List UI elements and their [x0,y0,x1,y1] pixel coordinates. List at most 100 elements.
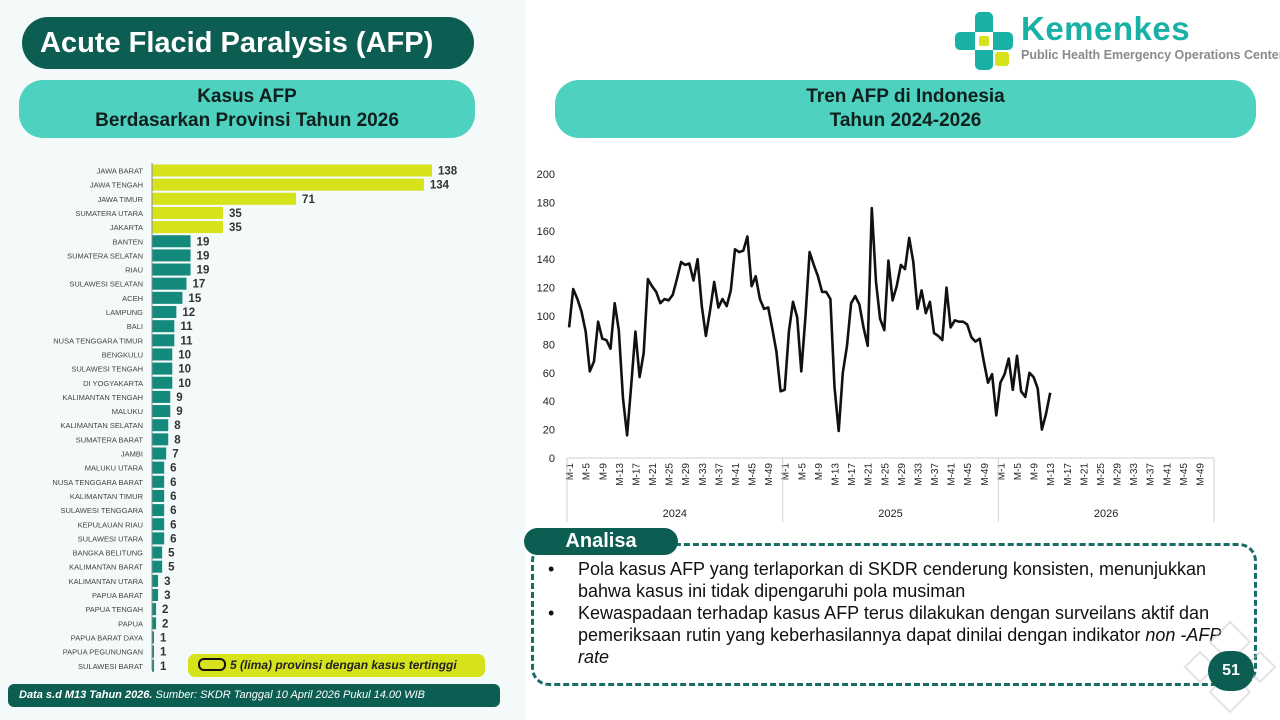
bar-category-label: MALUKU [112,407,143,416]
bar-value-label: 2 [162,618,168,630]
y-tick-label: 60 [543,368,555,380]
x-tick-label: M-49 [980,463,991,486]
x-tick-label: M-25 [665,463,676,486]
x-tick-label: M-13 [615,463,626,486]
bar-value-label: 9 [176,406,182,418]
y-tick-label: 120 [537,283,555,295]
bar-value-label: 6 [170,477,176,489]
x-tick-label: M-25 [1096,463,1107,486]
bar-category-label: JAWA TIMUR [97,195,143,204]
bullet-2: • [548,603,555,623]
x-tick-label: M-5 [582,463,593,481]
x-tick-label: M-49 [1195,463,1206,486]
bar [152,532,165,545]
bar-category-label: DI YOGYAKARTA [83,379,143,388]
x-tick-label: M-29 [681,463,692,486]
bar-category-label: KALIMANTAN UTARA [69,577,143,586]
bar [152,589,159,601]
x-tick-label: M-33 [698,463,709,486]
bar-value-label: 134 [430,180,450,192]
chart-legend: 5 (lima) provinsi dengan kasus tertinggi [188,654,485,677]
bar-category-label: MALUKU UTARA [85,464,143,473]
bar-category-label: ACEH [122,294,143,303]
bar [152,348,173,361]
x-tick-label: M-49 [764,463,775,486]
bar [152,617,157,630]
x-tick-label: M-5 [797,463,808,481]
bar-category-label: KALIMANTAN BARAT [69,563,143,572]
bar [152,659,155,672]
bar-value-label: 11 [180,321,193,333]
bar-category-label: PAPUA [118,619,143,628]
bar [152,574,159,587]
bar [152,206,224,219]
bar-category-label: NUSA TENGGARA TIMUR [53,336,143,345]
bar-category-label: NUSA TENGGARA BARAT [52,478,143,487]
x-tick-label: M-21 [864,463,875,486]
bar-value-label: 12 [182,307,195,319]
left-heading-line2: Berdasarkan Provinsi Tahun 2026 [95,110,399,131]
bar-category-label: SUMATERA SELATAN [67,251,143,260]
bar-category-label: SULAWESI TENGAH [71,365,143,374]
analysis-box [531,543,1257,686]
analysis-list: • Pola kasus AFP yang terlaporkan di SKD… [546,558,1236,668]
bar [152,546,163,559]
bar-value-label: 6 [170,463,176,475]
footer-bold: Data s.d M13 Tahun 2026. [19,689,153,701]
bar-category-label: BANGKA BELITUNG [73,549,144,558]
bar [152,334,175,347]
bar [152,433,169,446]
y-tick-label: 180 [537,197,555,209]
x-tick-label: M-17 [847,463,858,486]
right-heading-line2: Tahun 2024-2026 [829,110,982,131]
x-tick-label: M-41 [1162,463,1173,486]
y-tick-label: 20 [543,425,555,437]
bar-category-label: RIAU [125,266,143,275]
y-tick-label: 0 [549,453,555,465]
bar [152,560,163,573]
bar-value-label: 1 [160,661,167,673]
bar [152,603,157,616]
bar-category-label: KALIMANTAN TIMUR [70,492,144,501]
bar-value-label: 1 [160,632,167,644]
legend-swatch [198,657,226,671]
bar-value-label: 10 [178,349,191,361]
bar-category-label: KEPULAUAN RIAU [78,520,143,529]
y-tick-label: 160 [537,226,555,238]
bar-value-label: 17 [192,279,205,291]
trend-line [567,206,1052,437]
bar-category-label: BALI [127,322,143,331]
afp-trend-line-chart: 0 20 40 60 80 100 120 140 160 180 200 M-1 M-5 M-9 M-13… [537,169,1215,522]
bar-category-label: KALIMANTAN SELATAN [60,421,143,430]
x-tick-label: M-33 [913,463,924,486]
bar-value-label: 9 [176,392,182,404]
bar-category-label: PAPUA BARAT DAYA [71,633,143,642]
x-tick-label: M-17 [1063,463,1074,486]
y-tick-label: 100 [537,311,555,323]
bar [152,362,173,375]
x-tick-label: M-41 [947,463,958,486]
bar-value-label: 3 [164,590,170,602]
y-tick-label: 40 [543,396,555,408]
kemenkes-logo-icon [955,12,1013,70]
page-number: 51 [1208,651,1254,691]
bar [152,291,183,304]
x-tick-label: M-9 [1030,463,1041,481]
bar-category-label: PAPUA TENGAH [85,605,143,614]
bar-category-label: PAPUA BARAT [92,591,143,600]
x-tick-label: M-29 [1113,463,1124,486]
x-tick-label: M-9 [814,463,825,481]
data-source-footer: Data s.d M13 Tahun 2026. Sumber: SKDR Ta… [8,684,500,707]
bar-value-label: 1 [160,647,167,659]
x-tick-label: M-13 [831,463,842,486]
x-tick-label: M-37 [714,463,725,486]
bar-category-label: JAMBI [121,450,143,459]
bar [152,235,191,248]
bar [152,249,191,262]
x-tick-label: M-37 [1146,463,1157,486]
x-tick-label: M-37 [930,463,941,486]
page-title: Acute Flacid Paralysis (AFP) [22,17,474,69]
x-tick-label: M-33 [1129,463,1140,486]
bar [152,419,169,432]
bar-value-label: 6 [170,533,176,545]
